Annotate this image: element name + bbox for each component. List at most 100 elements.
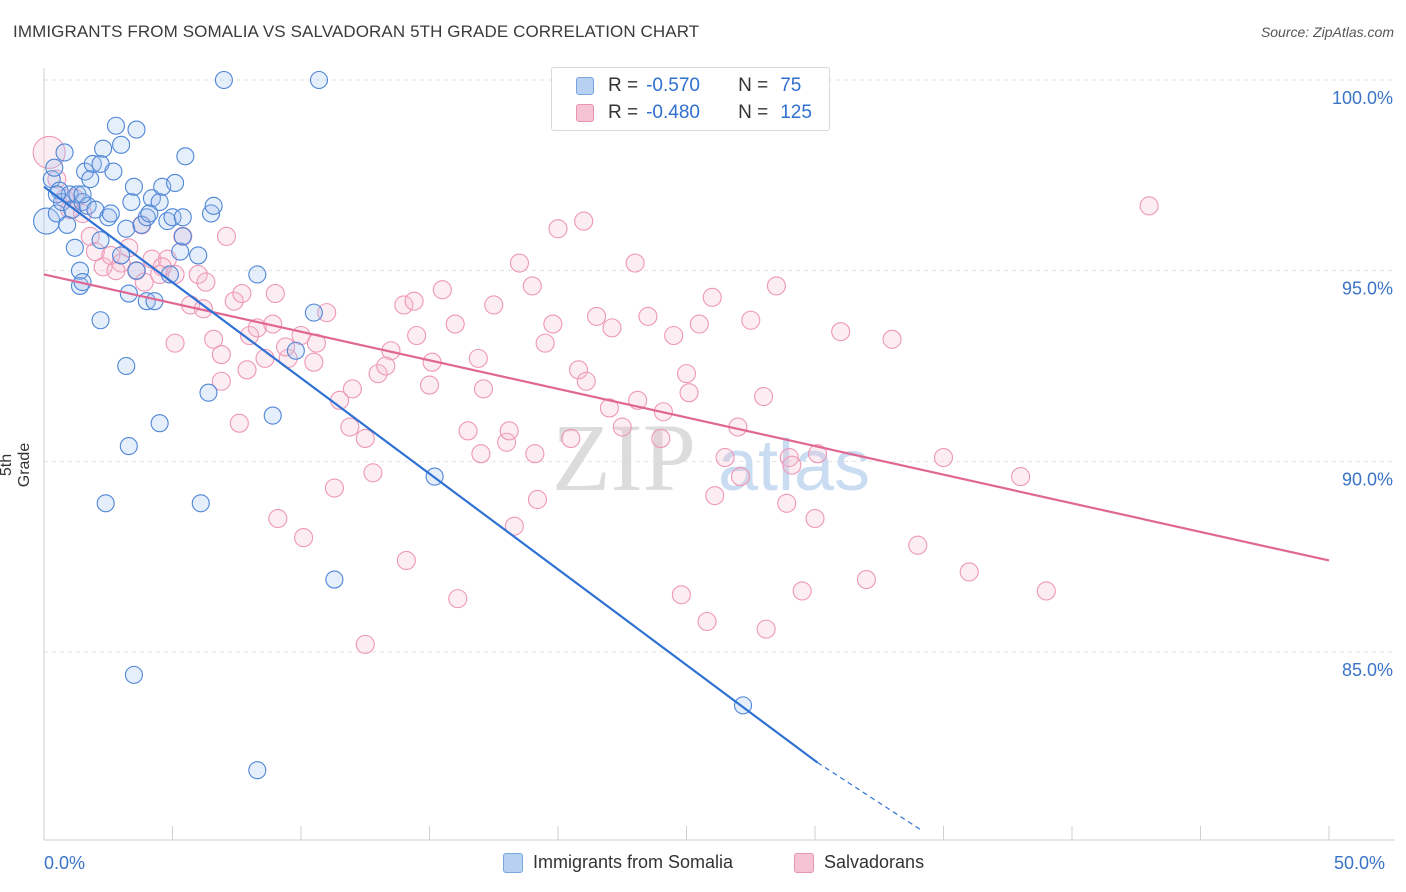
legend-r-value: -0.480 [646,102,700,123]
somalia-point [204,196,223,215]
y-tick-labels: 85.0% 90.0% 95.0% 100.0% [1332,88,1393,680]
somalia-point [94,139,113,158]
salvadoran-point [419,375,440,395]
somalia-point [150,192,169,212]
legend-n-value: 125 [780,102,812,123]
somalia-point [112,246,131,265]
salvadoran-point [671,585,691,605]
salvadoran-point [697,611,717,632]
legend-r-label: R = [608,102,639,123]
salvadoran-point [368,364,388,384]
salvadoran-point [525,444,545,464]
salvadoran-point [448,589,468,609]
salvadoran-point [548,219,568,239]
somalia-point [70,261,90,280]
somalia-point [45,158,64,177]
somalia-point [325,570,344,589]
somalia-point [191,494,210,513]
somalia-point [304,303,323,322]
salvadoran-point [561,428,581,449]
somalia-point [127,261,146,280]
salvadoran-point [527,489,547,510]
salvadoran-point [355,634,375,654]
source-credit: Source: ZipAtlas.com [1260,24,1394,40]
salvadoran-point [882,329,902,349]
salvadoran-point [805,508,825,529]
legend-r-label: R = [608,75,639,96]
somalia-point [65,238,84,257]
somalia-point [81,170,100,189]
salvadoran-point [792,581,812,601]
salvadoran-point [445,314,465,334]
salvadoran-point [237,360,257,380]
trend-line-somalia [43,185,819,764]
bottom-legend-label-salvadorans: Salvadorans [824,852,925,872]
somalia-point [124,665,143,684]
salvadoran-point [705,486,725,506]
somalia-point [127,120,146,139]
somalia-point [199,383,218,402]
legend-n-label: N = [738,102,769,123]
salvadoran-point [730,467,751,487]
somalia-point [171,242,190,261]
y-tick-label: 95.0% [1342,279,1393,299]
salvadoran-point [612,417,632,437]
salvadoran-point [32,135,66,170]
salvadoran-point [404,291,424,311]
somalia-point [176,147,195,166]
salvadoran-point [625,253,645,273]
x-tick-max: 50.0% [1334,853,1386,873]
somalia-point [119,437,138,456]
salvadoran-point [664,325,684,346]
salvadoran-point [908,535,928,555]
legend-n-label: N = [738,75,769,96]
salvadoran-point [232,283,252,304]
legend-r-value: -0.570 [646,75,700,96]
salvadoran-point [1036,581,1056,601]
salvadoran-point [80,226,100,246]
salvadoran-point [317,303,337,323]
salvadoran-point [229,413,249,433]
salvadoran-point [599,398,619,418]
salvadoran-point [324,478,344,498]
salvadoran-point [676,364,697,384]
somalia-point [263,406,282,425]
somalia-point [150,414,169,433]
trend-lines [43,185,1330,832]
salvadoran-point [101,245,121,265]
y-axis-label: 5th Grade [0,442,33,488]
salvadoran-point [93,257,113,277]
salvadoran-point [396,550,416,571]
salvadoran-point [504,516,524,536]
legend-row-salvadorans: R = -0.480 N = 125 [576,100,812,126]
watermark: ZIP atlas [552,404,870,511]
somalia-point [96,494,115,513]
salvadoran-point [468,348,488,368]
watermark-atlas: atlas [718,426,870,506]
y-tick-label: 100.0% [1332,88,1393,108]
somalia-point [117,356,136,376]
bottom-legend-somalia: Immigrants from Somalia [503,852,733,873]
legend-n-value: 75 [780,75,802,96]
salvadoran-point [933,447,954,468]
salvadoran-point [85,242,105,262]
salvadoran-point [702,287,722,307]
salvadoran-point [473,379,494,399]
salvadoran-point [777,493,797,513]
somalia-point [91,231,110,250]
somalia-point [140,204,159,223]
salvadoran-point [211,371,231,391]
salvadoran-point [756,619,776,639]
somalia-point [91,311,110,330]
trend-line-somalia-extension [817,762,924,832]
somalia-point [248,761,267,780]
salvadoran-point [689,314,709,334]
salvadoran-point [576,371,596,391]
salvadoran-point [342,379,362,399]
bottom-legend-label-somalia: Immigrants from Somalia [533,852,734,872]
salvadoran-point [355,428,375,449]
salvadoran-point [363,463,383,483]
axes [43,68,1395,841]
salvadoran-point [458,421,478,441]
chart-title: IMMIGRANTS FROM SOMALIA VS SALVADORAN 5T… [13,22,700,41]
